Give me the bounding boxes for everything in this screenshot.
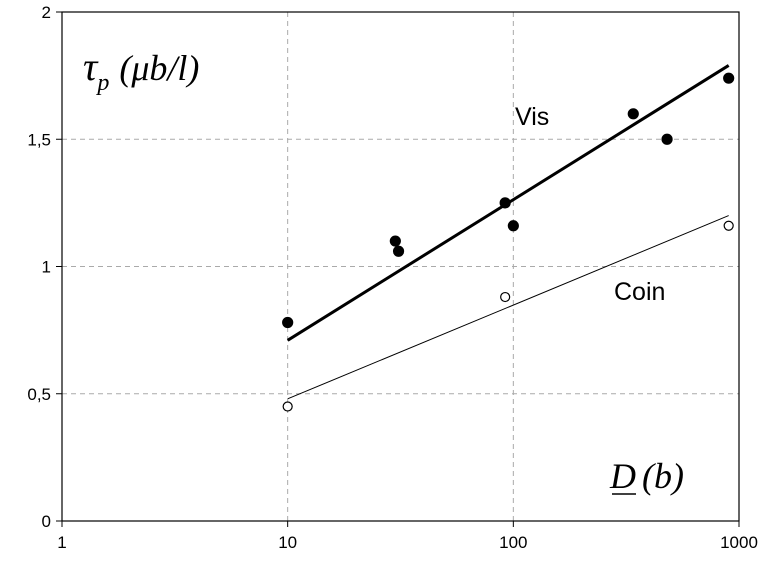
y-tick-label: 2: [42, 3, 51, 22]
series-label-coin: Coin: [614, 278, 665, 306]
data-point-coin: [282, 401, 293, 412]
x-tick-label: 100: [499, 533, 527, 552]
x-ticks: 1 10 100 1000: [57, 521, 758, 552]
data-point-vis: [389, 235, 401, 247]
data-point-coin: [500, 291, 511, 303]
y-label-sub: p: [95, 70, 109, 96]
data-point-vis: [723, 72, 735, 84]
data-points: [282, 72, 735, 412]
y-label-main: τ: [83, 44, 99, 89]
y-label-unit: (μb/l): [119, 48, 199, 88]
x-tick-label: 1: [57, 533, 66, 552]
x-label-main: D: [609, 456, 636, 496]
data-point-vis: [627, 108, 639, 120]
y-ticks: 0 0,5 1 1,5 2: [27, 3, 62, 531]
series-label-vis: Vis: [515, 103, 549, 131]
y-axis-label: τp (μb/l): [83, 44, 199, 96]
y-tick-label: 1,5: [27, 130, 51, 149]
y-tick-label: 0: [42, 512, 51, 531]
x-axis-label: D (b): [609, 456, 684, 496]
x-label-unit: (b): [642, 456, 684, 496]
x-tick-label: 1000: [720, 533, 758, 552]
y-tick-label: 1: [42, 258, 51, 277]
x-tick-label: 10: [278, 533, 297, 552]
data-point-vis: [507, 220, 519, 232]
fit-line-coin: [287, 215, 729, 400]
data-point-vis: [661, 133, 673, 145]
grid: [62, 12, 739, 521]
y-tick-label: 0,5: [27, 385, 51, 404]
data-point-vis: [392, 245, 405, 257]
data-point-vis: [282, 316, 294, 329]
data-point-vis: [499, 197, 511, 209]
data-point-coin: [723, 220, 734, 231]
